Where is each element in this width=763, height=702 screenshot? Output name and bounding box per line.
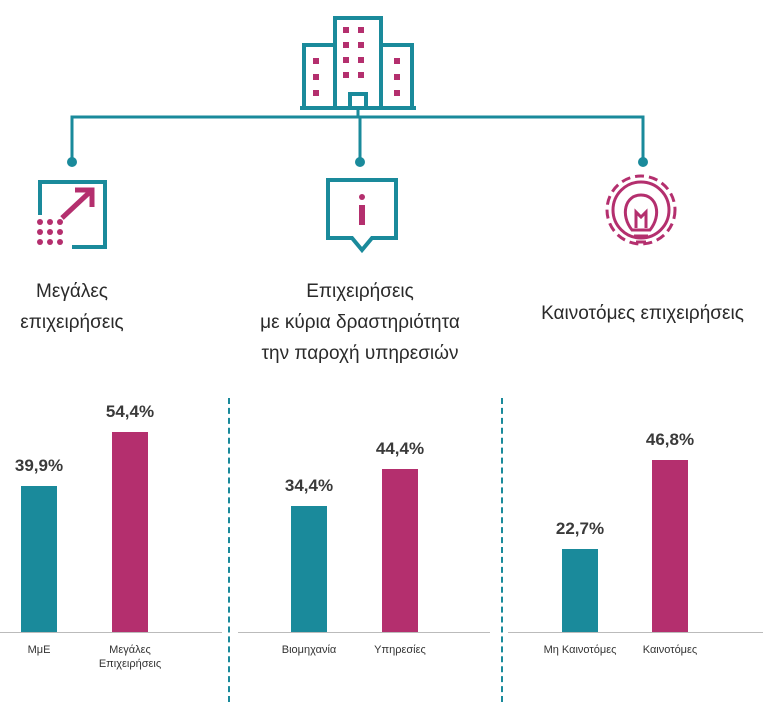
panel-title: Επιχειρήσεις με κύρια δραστηριότητα την … — [260, 281, 460, 364]
panel-title: Καινοτόμες επιχειρήσεις — [541, 303, 744, 324]
value-label: 46,8% — [645, 430, 695, 450]
bar — [382, 469, 418, 632]
value-label: 34,4% — [284, 475, 334, 495]
value-label: 39,9% — [14, 455, 64, 475]
divider — [501, 398, 503, 702]
panel-title: Μεγάλες επιχειρήσεις — [20, 281, 124, 333]
category-label: Βιομηχανία — [281, 644, 337, 656]
value-label: 44,4% — [375, 439, 425, 459]
bar — [112, 432, 148, 632]
icons — [37, 16, 677, 254]
category-label: ΜμΕ — [27, 644, 51, 656]
category-label: Μη Καινοτόμες — [543, 644, 617, 656]
baseline — [0, 632, 222, 633]
bar — [291, 505, 327, 632]
value-label: 54,4% — [105, 402, 155, 422]
category-label: Καινοτόμες — [642, 644, 698, 656]
baseline — [508, 632, 763, 633]
baseline — [238, 632, 490, 633]
divider — [228, 398, 230, 702]
value-label: 22,7% — [555, 518, 605, 538]
bar — [652, 460, 688, 632]
bar — [21, 485, 57, 632]
bar — [562, 548, 598, 632]
category-label: Υπηρεσίες — [374, 644, 426, 656]
category-label: Μεγάλες Επιχειρήσεις — [98, 644, 162, 670]
